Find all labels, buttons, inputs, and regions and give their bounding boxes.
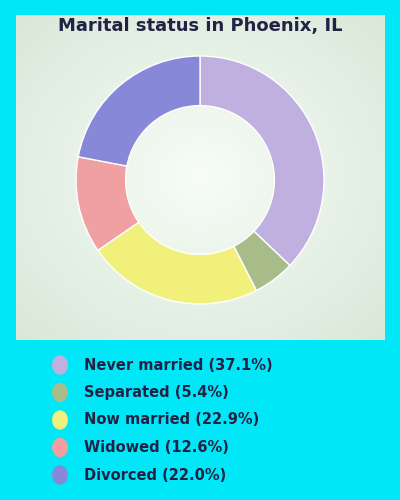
- Wedge shape: [200, 56, 324, 266]
- Text: Widowed (12.6%): Widowed (12.6%): [84, 440, 229, 455]
- Text: Marital status in Phoenix, IL: Marital status in Phoenix, IL: [58, 18, 342, 36]
- Wedge shape: [78, 56, 200, 166]
- Text: Divorced (22.0%): Divorced (22.0%): [84, 468, 226, 482]
- Text: Now married (22.9%): Now married (22.9%): [84, 412, 259, 428]
- Wedge shape: [76, 157, 139, 250]
- Wedge shape: [234, 232, 290, 290]
- Text: Separated (5.4%): Separated (5.4%): [84, 385, 229, 400]
- Text: Never married (37.1%): Never married (37.1%): [84, 358, 273, 372]
- Wedge shape: [98, 222, 256, 304]
